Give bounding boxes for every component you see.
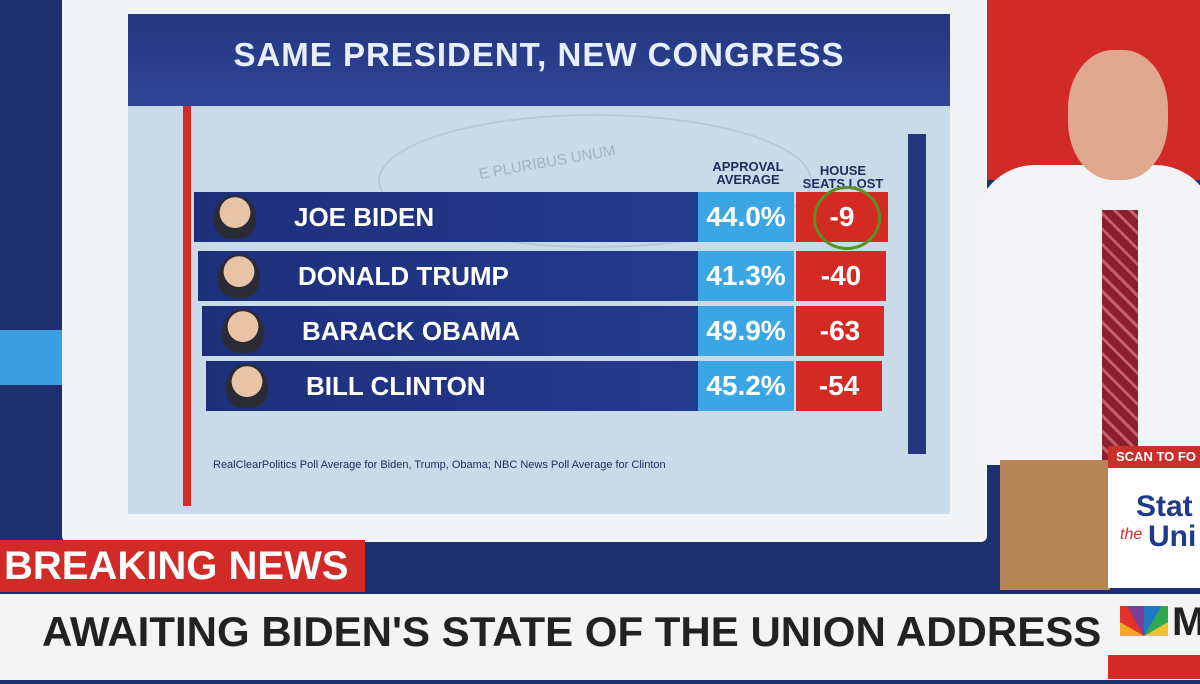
approval-cell: 41.3% (698, 251, 794, 301)
name-cell: BILL CLINTON (206, 361, 698, 411)
seats-cell: -40 (796, 251, 886, 301)
seats-cell: -63 (796, 306, 884, 356)
title-bar (128, 14, 950, 106)
logo-stripe (1108, 655, 1200, 679)
presenter-trousers (1000, 460, 1110, 590)
presenter-tie (1102, 210, 1138, 460)
side-bar (908, 134, 926, 454)
logo-text: Stat (1136, 490, 1193, 523)
name-cell: BARACK OBAMA (202, 306, 698, 356)
seal (378, 114, 812, 248)
presenter-head (1068, 50, 1168, 180)
approval-cell: 44.0% (698, 192, 794, 242)
red-accent (183, 106, 191, 506)
screen: SAME PRESIDENT, NEW CONGRESS E PLURIBUS … (128, 14, 950, 514)
name-cell: DONALD TRUMP (198, 251, 698, 301)
portrait (218, 254, 260, 298)
scan-label: SCAN TO FO (1108, 446, 1200, 468)
footnote: RealClearPolitics Poll Average for Biden… (213, 459, 666, 471)
logo-box: Stat the Uni (1108, 468, 1200, 588)
portrait (214, 195, 256, 239)
network-name: M (1172, 600, 1200, 644)
network-logo (1120, 606, 1168, 636)
ticker (0, 594, 1200, 680)
highlight-circle (813, 186, 881, 250)
portrait (222, 309, 264, 353)
presenter-shirt (975, 165, 1200, 465)
logo-text: the (1120, 526, 1143, 543)
column-header: HOUSE SEATS LOST (802, 163, 884, 191)
headline: AWAITING BIDEN'S STATE OF THE UNION ADDR… (42, 608, 1102, 655)
portrait (226, 364, 268, 408)
logo-text: Uni (1148, 520, 1197, 553)
seats-cell: -54 (796, 361, 882, 411)
screen-title: SAME PRESIDENT, NEW CONGRESS (233, 36, 845, 73)
column-header: APPROVAL AVERAGE (712, 159, 784, 187)
breaking-news: BREAKING NEWS (0, 540, 365, 592)
approval-cell: 45.2% (698, 361, 794, 411)
approval-cell: 49.9% (698, 306, 794, 356)
name-cell: JOE BIDEN (194, 192, 698, 242)
